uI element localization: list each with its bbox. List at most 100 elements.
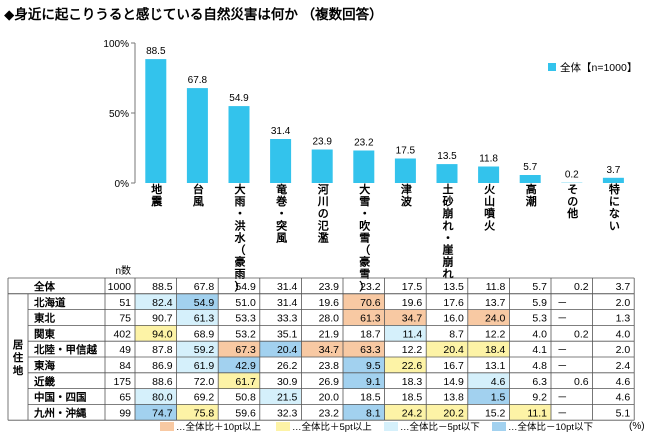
bar-value-label: 11.8 (479, 154, 498, 165)
table-cell: 28.0 (319, 313, 340, 325)
table-cell: 12.2 (485, 328, 506, 340)
highlight-cell (343, 372, 385, 389)
legend-label-minus5: …全体比－5pt以下 (400, 421, 480, 433)
bar (311, 149, 333, 183)
table-cell: 11.4 (403, 328, 423, 340)
row-label: 関東 (34, 327, 55, 340)
table-cell: 70.6 (360, 297, 381, 309)
table-cell: 86.9 (152, 360, 173, 372)
table-cell: 90.7 (152, 313, 173, 325)
bar-value-label: 31.4 (271, 126, 291, 137)
table-cell: 2.4 (616, 360, 631, 372)
y-tick-label: 0% (115, 179, 130, 190)
table-cell: 8.7 (449, 328, 464, 340)
table-cell: 20.2 (443, 407, 464, 419)
highlight-cell (176, 404, 219, 421)
bars: 88.5 67.8 54.9 31.4 23.9 23.2 17.5 13.5 11.8 5.7 0… (145, 46, 624, 183)
highlight-cell (218, 372, 260, 389)
table-cell: 53.3 (235, 313, 256, 325)
table-cell: 0.2 (574, 328, 589, 340)
table-cell: 21.9 (319, 328, 340, 340)
bar-value-label: 23.2 (354, 138, 374, 149)
highlight-cell (176, 357, 219, 373)
highlight-cell (135, 404, 177, 421)
table-cell: 21.5 (277, 392, 298, 404)
table-cell: 50.8 (235, 392, 256, 404)
legend-label-plus5: …全体比＋5pt以上 (292, 421, 372, 433)
category-label: 特にない (609, 182, 620, 232)
table-cell: 0.2 (574, 281, 589, 293)
row-label: 東海 (34, 359, 55, 372)
table-cell: 67.3 (235, 344, 256, 356)
table-cell: 34.7 (402, 313, 423, 325)
table-cell: 11.8 (486, 281, 506, 293)
y-axis: 100% 50% 0% (103, 39, 136, 190)
table-cell: 23.9 (319, 281, 340, 293)
category-label: 竜巻・突風 (275, 182, 288, 244)
highlight-legend: …全体比＋10pt以上 …全体比＋5pt以上 …全体比－5pt以下 …全体比－10pt… (160, 421, 593, 433)
row-label: 近畿 (34, 375, 55, 388)
table-cell: 94.0 (152, 328, 173, 340)
legend-swatch-overall (548, 63, 556, 71)
table-cell: 42.9 (235, 360, 256, 372)
bar (436, 164, 458, 183)
table-cell: 30.9 (277, 376, 298, 388)
table-cell: 13.1 (485, 360, 506, 372)
table-cell: 2.0 (616, 344, 631, 356)
highlight-cell (343, 357, 385, 373)
table-cell: 13.8 (443, 392, 464, 404)
table-cell: 19.6 (402, 297, 423, 309)
table-cell: 22.6 (402, 360, 423, 372)
highlight-cell (301, 341, 343, 357)
category-label: 津波 (401, 182, 413, 208)
table-cell: 61.9 (194, 360, 215, 372)
table-cell: 74.7 (152, 407, 173, 419)
table-cell: 68.9 (194, 328, 215, 340)
table-cell: 2.0 (616, 297, 631, 309)
row-label: 全体 (33, 280, 55, 293)
table-cell: 17.5 (402, 281, 423, 293)
bar (353, 150, 375, 183)
table-cell: 33.3 (277, 313, 298, 325)
table-cell: 9.1 (366, 376, 381, 388)
table-cell: 23.8 (319, 360, 340, 372)
highlight-cell (384, 404, 427, 421)
row-n: 65 (119, 392, 131, 404)
highlight-cell (135, 388, 177, 405)
bar (478, 166, 500, 183)
table-cell: 67.8 (194, 281, 215, 293)
table-cell: 80.0 (152, 392, 173, 404)
table-cell: 18.5 (402, 392, 423, 404)
table-cell: 59.6 (235, 407, 256, 419)
table-cell: 88.6 (152, 376, 173, 388)
table-cell: 15.2 (485, 407, 506, 419)
table-cell: 8.1 (366, 407, 381, 419)
bar-value-label: 3.7 (606, 165, 620, 176)
table-cell: － (557, 360, 568, 372)
table-cell: 75.8 (194, 407, 215, 419)
highlight-cell (384, 357, 427, 373)
table-cell: － (557, 392, 568, 404)
row-label: 北海道 (34, 296, 66, 309)
category-label: その他 (566, 183, 578, 220)
table-cell: 18.5 (360, 392, 381, 404)
table-cell: 18.7 (360, 328, 381, 340)
bar-value-label: 23.9 (312, 137, 332, 148)
table-cell: 4.6 (616, 376, 631, 388)
table-cell: 11.1 (527, 407, 547, 419)
highlight-cell (259, 388, 302, 405)
legend-swatch-minus5 (384, 422, 398, 431)
highlight-cell (135, 325, 177, 342)
legend-label-minus10: …全体比－10pt以下 (508, 421, 593, 433)
table-cell: 63.3 (360, 344, 381, 356)
bar-value-label: 17.5 (396, 146, 416, 157)
table-cell: 4.0 (616, 328, 631, 340)
table-cell: 1.3 (616, 313, 631, 325)
table-cell: 18.4 (485, 344, 506, 356)
legend-label-overall: 全体【n=1000】 (560, 61, 637, 74)
table-cell: 0.6 (574, 376, 589, 388)
highlight-cell (343, 341, 385, 357)
category-labels: 地震 台風 大雨・洪水（豪雨） 竜巻・突風 河川の氾濫 大雪・吹雪（豪雪） 津波 土砂崩れ・崖… (150, 182, 620, 293)
row-label: 北陸・甲信越 (34, 343, 97, 356)
